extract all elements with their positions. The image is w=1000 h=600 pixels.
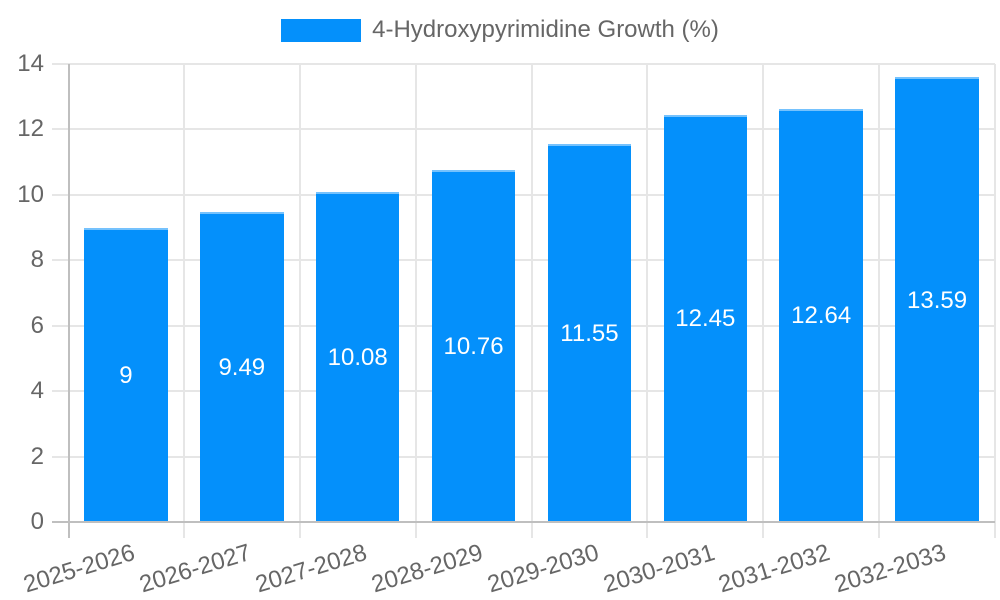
- h-gridline: [52, 324, 995, 327]
- x-tick-label-2027-2028: 2027-2028: [252, 538, 370, 599]
- y-tick-label-4: 4: [30, 377, 44, 405]
- h-gridline: [52, 193, 995, 196]
- y-tick-label-10: 10: [17, 180, 44, 208]
- bar-value-label: 12.45: [675, 305, 736, 333]
- bar-2032-2033[interactable]: 13.59: [895, 77, 979, 522]
- bar-value-label: 13.59: [907, 286, 968, 314]
- y-tick-label-8: 8: [30, 246, 44, 274]
- legend[interactable]: 4-Hydroxypyrimidine Growth (%): [0, 16, 1000, 44]
- bar-2026-2027[interactable]: 9.49: [200, 211, 284, 522]
- bar-2028-2029[interactable]: 10.76: [431, 170, 516, 522]
- y-tick-label-6: 6: [30, 311, 44, 339]
- x-tick-label-2030-2031: 2030-2031: [599, 538, 718, 599]
- h-gridline: [52, 259, 995, 262]
- bar-2025-2026[interactable]: 9: [84, 227, 168, 522]
- x-tick-label-2028-2029: 2028-2029: [368, 538, 486, 599]
- v-gridline: [414, 64, 417, 538]
- legend-swatch: [281, 18, 362, 42]
- x-axis-line: [52, 521, 995, 523]
- v-gridline: [878, 64, 881, 538]
- h-gridline: [52, 455, 995, 458]
- bar-value-label: 10.08: [327, 344, 388, 372]
- x-tick-label-2025-2026: 2025-2026: [20, 538, 139, 599]
- y-tick-label-2: 2: [30, 442, 44, 470]
- x-tick-label-2029-2030: 2029-2030: [483, 538, 602, 599]
- bar-2027-2028[interactable]: 10.08: [315, 192, 400, 522]
- bar-2030-2031[interactable]: 12.45: [663, 114, 748, 522]
- x-tick-label-2026-2027: 2026-2027: [136, 538, 254, 599]
- bar-value-label: 9: [119, 361, 133, 389]
- v-gridline: [994, 64, 996, 538]
- y-tick-label-14: 14: [17, 50, 44, 77]
- h-gridline: [52, 63, 995, 65]
- bar-value-label: 12.64: [791, 302, 852, 330]
- x-tick-label-2032-2033: 2032-2033: [831, 538, 950, 599]
- legend-label: 4-Hydroxypyrimidine Growth (%): [372, 16, 719, 43]
- v-gridline: [646, 64, 649, 538]
- h-gridline: [52, 128, 995, 131]
- y-axis-line: [68, 64, 70, 538]
- x-tick-label-2031-2032: 2031-2032: [715, 538, 834, 599]
- bar-value-label: 11.55: [560, 320, 619, 348]
- v-gridline: [298, 64, 301, 538]
- h-gridline: [52, 390, 995, 393]
- y-tick-label-0: 0: [30, 508, 44, 535]
- v-gridline: [530, 64, 533, 538]
- bar-2029-2030[interactable]: 11.55: [547, 144, 632, 522]
- y-tick-label-12: 12: [17, 115, 44, 143]
- bar-value-label: 9.49: [218, 353, 266, 381]
- v-gridline: [182, 64, 185, 538]
- bar-value-label: 10.76: [443, 333, 504, 360]
- v-gridline: [762, 64, 765, 538]
- plot-area: 9 9.49 10.08 10.76 11.55 12.45 12.64 13.59: [52, 63, 996, 538]
- bar-2031-2032[interactable]: 12.64: [779, 108, 863, 522]
